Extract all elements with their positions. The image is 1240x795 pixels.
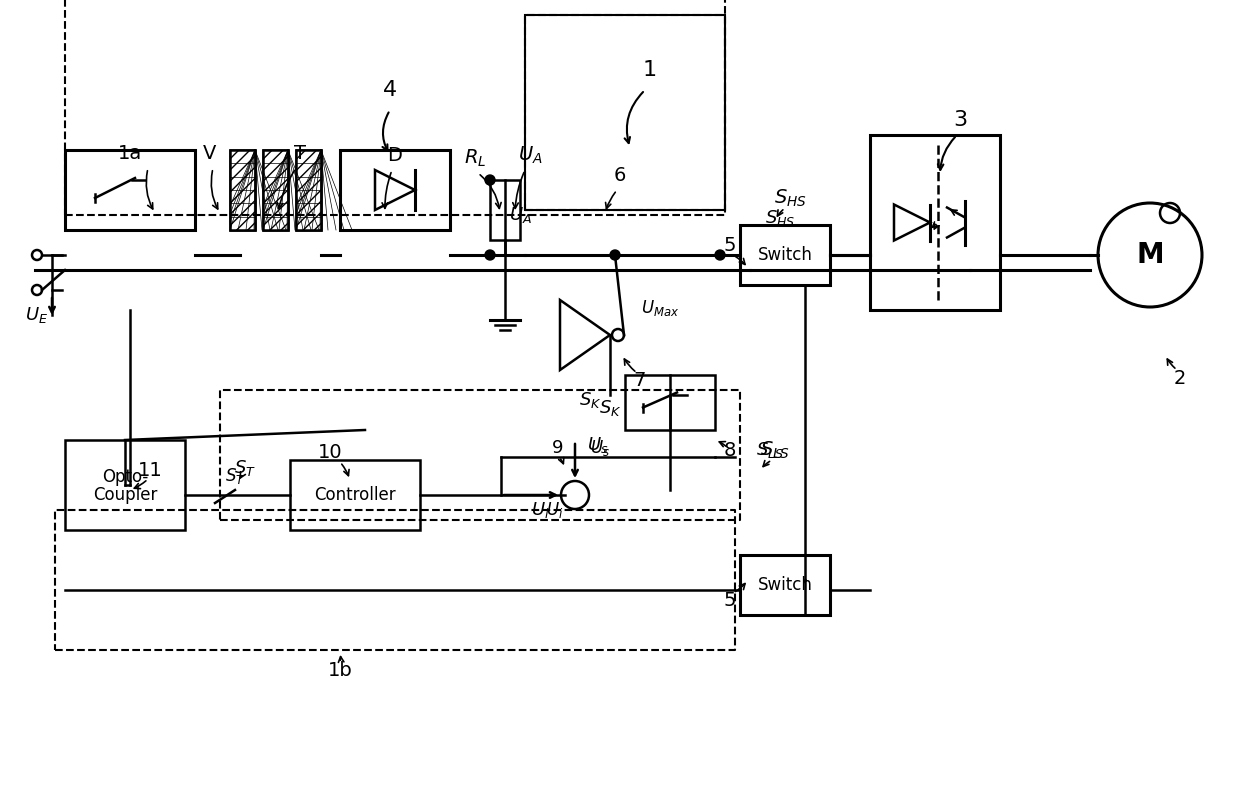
Text: $U_A$: $U_A$ — [517, 145, 542, 165]
FancyBboxPatch shape — [740, 555, 830, 615]
Text: $U_A$: $U_A$ — [508, 205, 532, 225]
Text: $S_K$: $S_K$ — [599, 398, 621, 418]
Text: 4: 4 — [383, 80, 397, 100]
Text: Coupler: Coupler — [93, 486, 157, 504]
Text: 5: 5 — [724, 235, 737, 254]
Bar — [263, 150, 288, 230]
FancyBboxPatch shape — [340, 150, 450, 230]
FancyBboxPatch shape — [263, 150, 288, 230]
Circle shape — [485, 175, 495, 185]
Text: 5: 5 — [724, 591, 737, 610]
Text: $S_T$: $S_T$ — [224, 466, 246, 486]
FancyBboxPatch shape — [296, 150, 321, 230]
Circle shape — [715, 250, 725, 260]
Text: T: T — [294, 144, 306, 162]
FancyBboxPatch shape — [229, 150, 255, 230]
Text: 10: 10 — [317, 443, 342, 462]
FancyBboxPatch shape — [64, 150, 195, 230]
Text: Switch: Switch — [758, 576, 812, 594]
FancyBboxPatch shape — [525, 15, 725, 210]
Circle shape — [485, 250, 495, 260]
Text: $U_i$: $U_i$ — [547, 500, 564, 520]
Polygon shape — [560, 300, 610, 370]
Text: 8: 8 — [724, 440, 737, 460]
Text: 11: 11 — [138, 460, 162, 479]
Text: 6: 6 — [614, 165, 626, 184]
FancyBboxPatch shape — [625, 375, 715, 430]
Text: $U_s$: $U_s$ — [590, 438, 610, 458]
Text: $U_{Max}$: $U_{Max}$ — [641, 298, 680, 318]
Text: $U_E$: $U_E$ — [26, 305, 48, 325]
Text: $U_s$: $U_s$ — [588, 435, 609, 455]
Text: $S_K$: $S_K$ — [579, 390, 601, 410]
Text: $S_{LS}$: $S_{LS}$ — [756, 440, 784, 460]
FancyBboxPatch shape — [740, 225, 830, 285]
Text: $S_{HS}$: $S_{HS}$ — [765, 208, 795, 228]
FancyBboxPatch shape — [490, 180, 520, 240]
FancyBboxPatch shape — [64, 440, 185, 530]
Text: $S_T$: $S_T$ — [234, 458, 255, 478]
Text: $S_{LS}$: $S_{LS}$ — [760, 440, 790, 460]
Text: 9: 9 — [552, 439, 564, 457]
FancyBboxPatch shape — [870, 135, 999, 310]
Bar — [229, 150, 255, 230]
Polygon shape — [894, 204, 930, 241]
Text: 1: 1 — [642, 60, 657, 80]
Text: 1b: 1b — [327, 661, 352, 680]
Text: 2: 2 — [1174, 369, 1187, 387]
Text: D: D — [388, 145, 403, 165]
Text: Controller: Controller — [314, 486, 396, 504]
Text: $U_i$: $U_i$ — [531, 500, 549, 520]
Polygon shape — [374, 170, 415, 210]
Text: $S_{HS}$: $S_{HS}$ — [774, 188, 806, 208]
Text: $R_L$: $R_L$ — [464, 147, 486, 169]
Text: 3: 3 — [952, 110, 967, 130]
Text: Opto-: Opto- — [102, 468, 148, 486]
Text: 1a: 1a — [118, 144, 143, 162]
Circle shape — [610, 250, 620, 260]
Text: V: V — [203, 144, 217, 162]
Text: Switch: Switch — [758, 246, 812, 264]
FancyBboxPatch shape — [290, 460, 420, 530]
Text: M: M — [1136, 241, 1164, 269]
Text: 7: 7 — [634, 370, 646, 390]
Bar — [296, 150, 321, 230]
